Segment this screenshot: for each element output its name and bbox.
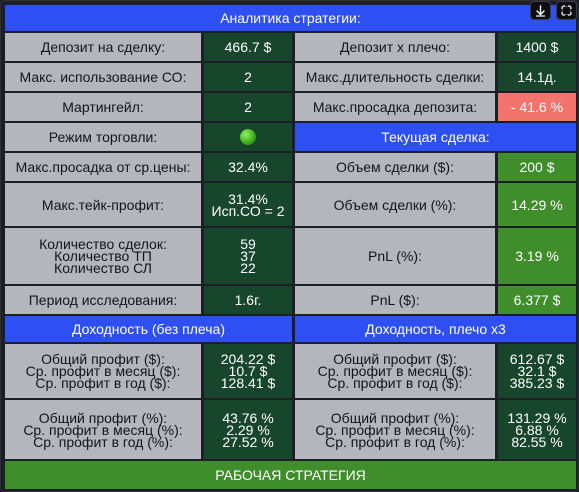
trades-tp-value: 37 xyxy=(240,248,256,264)
lev-month-profit-usd-label: Ср. профит в месяц ($): xyxy=(317,363,473,379)
download-button[interactable] xyxy=(530,1,551,20)
max-tp-percent: 31.4% xyxy=(228,190,268,207)
trades-count-values: 59 37 22 xyxy=(204,228,292,284)
year-profit-usd-label: Ср. профит в год ($): xyxy=(35,375,171,391)
lev-total-profit-usd-label: Общий профит ($): xyxy=(333,351,457,367)
trades-sl-label: Количество СЛ xyxy=(54,260,152,276)
month-profit-usd-label: Ср. профит в месяц ($): xyxy=(25,363,181,379)
trade-volume-pct-label: Объем сделки (%): xyxy=(295,183,495,226)
period-label: Период исследования: xyxy=(5,286,201,314)
total-profit-usd-label: Общий профит ($): xyxy=(41,351,165,367)
income-lev-pct-labels: Общий профит (%): Ср. профит в месяц (%)… xyxy=(295,400,495,459)
lev-total-profit-pct-value: 131.29 % xyxy=(507,409,567,426)
martingale-value: 2 xyxy=(204,93,292,121)
income-no-lev-usd-values: 204.22 $ 10.7 $ 128.41 $ xyxy=(204,344,292,398)
lev-total-profit-usd-value: 612.67 $ xyxy=(509,351,565,367)
deposit-label: Депозит на сделку: xyxy=(5,33,201,61)
max-duration-label: Макс.длительность сделки: xyxy=(295,63,495,91)
max-so-label: Макс. использование СО: xyxy=(5,63,201,91)
max-so-value: 2 xyxy=(204,63,292,91)
income-no-lev-pct-values: 43.76 % 2.29 % 27.52 % xyxy=(204,400,292,459)
income-no-lev-usd-labels: Общий профит ($): Ср. профит в месяц ($)… xyxy=(5,344,201,398)
pnl-usd-label: PnL ($): xyxy=(295,286,495,314)
pnl-usd-value: 6.377 $ xyxy=(498,286,576,314)
income-leverage-header: Доходность, плечо x3 xyxy=(295,316,576,342)
income-no-lev-pct-labels: Общий профит (%): Ср. профит в месяц (%)… xyxy=(5,400,201,459)
month-profit-usd-value: 10.7 $ xyxy=(228,363,268,379)
download-icon xyxy=(536,4,545,17)
max-duration-value: 14.1д. xyxy=(498,63,576,91)
deposit-value: 466.7 $ xyxy=(204,33,292,61)
max-tp-label: Макс.тейк-профит: xyxy=(5,183,201,226)
period-value: 1.6г. xyxy=(204,286,292,314)
martingale-label: Мартингейл: xyxy=(5,93,201,121)
total-profit-usd-value: 204.22 $ xyxy=(220,351,276,367)
trading-mode-label: Режим торговли: xyxy=(5,123,201,151)
trades-total-value: 59 xyxy=(240,236,256,252)
income-lev-usd-labels: Общий профит ($): Ср. профит в месяц ($)… xyxy=(295,344,495,398)
lev-year-profit-usd-label: Ср. профит в год ($): xyxy=(327,375,463,391)
total-profit-pct-value: 43.76 % xyxy=(222,409,274,426)
year-profit-pct-value: 27.52 % xyxy=(222,433,274,450)
max-tp-value: 31.4% Исп.СО = 2 xyxy=(204,183,292,226)
pnl-pct-value: 3.19 % xyxy=(498,228,576,284)
month-profit-pct-label: Ср. профит в месяц (%): xyxy=(23,421,183,438)
max-drawdown-label: Макс.просадка депозита: xyxy=(295,93,495,121)
month-profit-pct-value: 2.29 % xyxy=(226,421,270,438)
trades-sl-value: 22 xyxy=(240,260,256,276)
lev-month-profit-pct-label: Ср. профит в месяц (%): xyxy=(315,421,475,438)
trade-volume-value: 200 $ xyxy=(498,153,576,181)
trades-total-label: Количество сделок: xyxy=(39,236,167,252)
pnl-pct-label: PnL (%): xyxy=(295,228,495,284)
trade-volume-pct-value: 14.29 % xyxy=(498,183,576,226)
trade-volume-label: Объем сделки ($): xyxy=(295,153,495,181)
max-drawdown-value: - 41.6 % xyxy=(498,93,576,121)
max-dd-avg-value: 32.4% xyxy=(204,153,292,181)
trades-tp-label: Количество ТП xyxy=(54,248,152,264)
max-tp-so: Исп.СО = 2 xyxy=(211,202,285,219)
trades-count-labels: Количество сделок: Количество ТП Количес… xyxy=(5,228,201,284)
lev-month-profit-pct-value: 6.88 % xyxy=(515,421,559,438)
expand-button[interactable] xyxy=(556,1,577,20)
lev-year-profit-pct-label: Ср. профит в год (%): xyxy=(325,433,465,450)
lev-total-profit-pct-label: Общий профит (%): xyxy=(330,409,460,426)
max-dd-avg-label: Макс.просадка от ср.цены: xyxy=(5,153,201,181)
strategy-status-footer: РАБОЧАЯ СТРАТЕГИЯ xyxy=(5,461,576,489)
income-lev-usd-values: 612.67 $ 32.1 $ 385.23 $ xyxy=(498,344,576,398)
deposit-leverage-label: Депозит x плечо: xyxy=(295,33,495,61)
year-profit-usd-value: 128.41 $ xyxy=(220,375,276,391)
status-dot-icon xyxy=(240,129,256,145)
current-trade-header: Текущая сделка: xyxy=(295,123,576,151)
income-lev-pct-values: 131.29 % 6.88 % 82.55 % xyxy=(498,400,576,459)
lev-month-profit-usd-value: 32.1 $ xyxy=(517,363,557,379)
expand-icon xyxy=(561,5,572,16)
panel-title-text: Аналитика стратегии: xyxy=(220,10,361,26)
total-profit-pct-label: Общий профит (%): xyxy=(38,409,168,426)
panel-title: Аналитика стратегии: xyxy=(5,5,576,31)
income-no-leverage-header: Доходность (без плеча) xyxy=(5,316,292,342)
trading-mode-value xyxy=(204,123,292,151)
deposit-leverage-value: 1400 $ xyxy=(498,33,576,61)
lev-year-profit-usd-value: 385.23 $ xyxy=(509,375,565,391)
year-profit-pct-label: Ср. профит в год (%): xyxy=(33,433,173,450)
lev-year-profit-pct-value: 82.55 % xyxy=(511,433,563,450)
